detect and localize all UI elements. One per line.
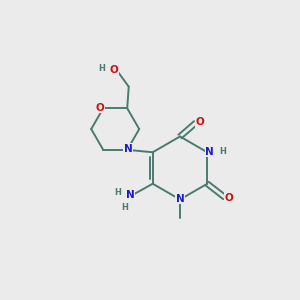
Text: N: N — [205, 147, 214, 157]
Text: N: N — [176, 194, 184, 204]
Text: N: N — [126, 190, 135, 200]
Text: O: O — [96, 103, 105, 113]
Text: N: N — [124, 144, 133, 154]
Text: H: H — [114, 188, 121, 197]
Text: O: O — [109, 64, 118, 75]
Text: H: H — [98, 64, 105, 74]
Text: O: O — [195, 117, 204, 128]
Text: H: H — [121, 202, 128, 211]
Text: O: O — [224, 193, 233, 203]
Text: H: H — [219, 147, 226, 156]
